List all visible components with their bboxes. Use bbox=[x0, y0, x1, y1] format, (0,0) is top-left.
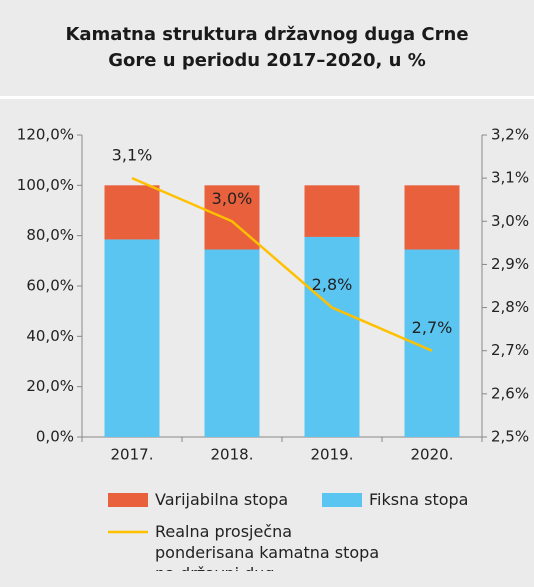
bar bbox=[104, 239, 160, 437]
chart-title: Kamatna struktura državnog duga Crne Gor… bbox=[65, 24, 469, 71]
bar bbox=[404, 185, 460, 250]
y-tick-label: 80,0% bbox=[26, 226, 74, 244]
legend-label: Fiksna stopa bbox=[369, 490, 469, 509]
line bbox=[131, 176, 433, 352]
data-label: 3,0% bbox=[212, 189, 253, 208]
legend-entry: Varijabilna stopa bbox=[155, 490, 289, 509]
separator bbox=[0, 96, 534, 99]
data-label: 2,7% bbox=[412, 318, 453, 337]
x-tick-label: 2017. bbox=[111, 446, 154, 464]
title-box: Kamatna struktura državnog duga Crne Gor… bbox=[0, 0, 534, 96]
y2-tick-label: 3,0% bbox=[491, 212, 529, 230]
bar bbox=[304, 236, 360, 437]
y-tick-label: 120,0% bbox=[17, 126, 74, 144]
y-tick-label: 20,0% bbox=[26, 377, 74, 395]
x-tick-label: 2020. bbox=[411, 446, 454, 464]
legend-label: Realna prosječna ponderisana kamatna sto… bbox=[155, 522, 380, 571]
x-tick-label: 2018. bbox=[211, 446, 254, 464]
y-tick-label: 40,0% bbox=[26, 327, 74, 345]
legend-entry: Realna prosječna ponderisana kamatna sto… bbox=[155, 522, 380, 571]
y2-tick-label: 3,2% bbox=[491, 126, 529, 144]
y2-tick-label: 3,1% bbox=[491, 169, 529, 187]
y2-tick-label: 2,7% bbox=[491, 341, 529, 359]
data-label: 2,8% bbox=[312, 275, 353, 294]
bar bbox=[204, 249, 260, 437]
legend-label: Varijabilna stopa bbox=[155, 490, 289, 509]
data-label: 3,1% bbox=[112, 146, 153, 165]
y2-tick-label: 2,6% bbox=[491, 384, 529, 402]
y2-tick-label: 2,5% bbox=[491, 428, 529, 446]
legend-swatch bbox=[322, 493, 362, 507]
y-tick-label: 100,0% bbox=[17, 176, 74, 194]
y-tick-label: 0,0% bbox=[36, 428, 74, 446]
x-tick-label: 2019. bbox=[311, 446, 354, 464]
y-tick-label: 60,0% bbox=[26, 277, 74, 295]
y2-tick-label: 2,8% bbox=[491, 298, 529, 316]
bar bbox=[204, 185, 260, 250]
bar bbox=[304, 185, 360, 237]
legend-entry: Fiksna stopa bbox=[369, 490, 469, 509]
y2-tick-label: 2,9% bbox=[491, 255, 529, 273]
legend-swatch bbox=[108, 493, 148, 507]
bar bbox=[104, 185, 160, 240]
